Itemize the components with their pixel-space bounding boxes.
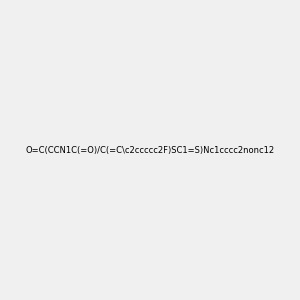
Text: O=C(CCN1C(=O)/C(=C\c2ccccc2F)SC1=S)Nc1cccc2nonc12: O=C(CCN1C(=O)/C(=C\c2ccccc2F)SC1=S)Nc1cc… (26, 146, 275, 154)
